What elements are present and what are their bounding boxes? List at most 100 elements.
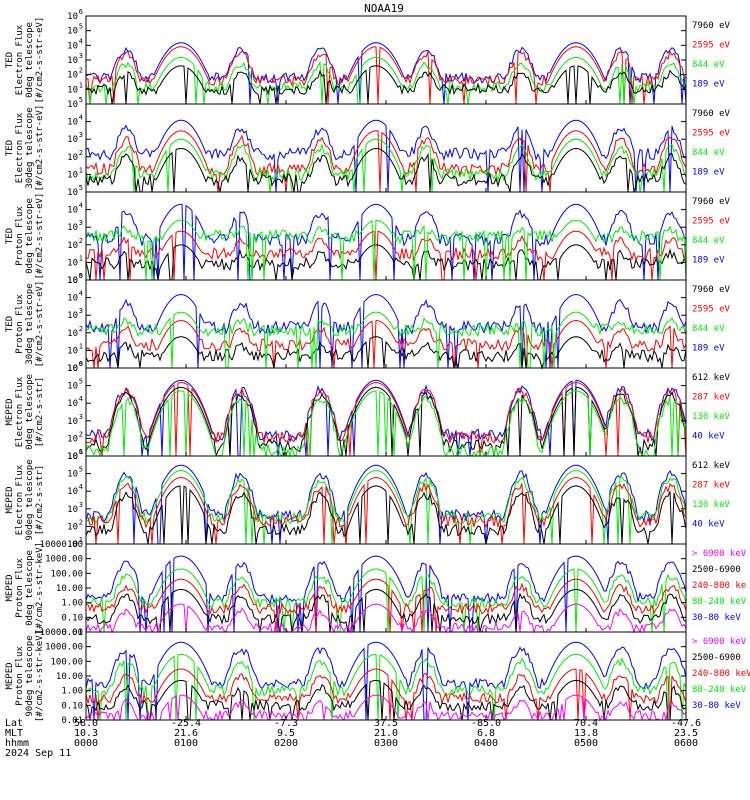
- panel-3-ytick-exp-4: 3: [79, 219, 83, 227]
- panel-3-ytick-label-1: 10: [67, 276, 78, 286]
- panel-3-ylabel-line-3: 0deg telescope: [25, 198, 35, 274]
- panel-2-ylabel-line-2: Electron Flux: [15, 112, 25, 183]
- panel-4-ytick-exp-3: 2: [79, 325, 83, 333]
- panel-6-ytick-label-2: 10: [67, 522, 78, 532]
- panel-3-ytick-label-6: 10: [67, 188, 78, 198]
- panel-3-series-2-red: [85, 230, 687, 281]
- panel-7-legend-1: > 6900 keV: [692, 549, 747, 559]
- panel-7-ylabel-line-2: Proton Flux: [15, 558, 25, 618]
- panel-7-legend-3: 240-800 ke: [692, 581, 746, 591]
- panel-3-series-3-black: [85, 244, 687, 281]
- x-tick-hhmm-4: 0300: [374, 738, 398, 749]
- x-tick-lat-1: 58.0: [74, 718, 98, 729]
- panel-6-ytick-label-6: 10: [67, 452, 78, 462]
- panel-4-ytick-label-4: 10: [67, 311, 78, 321]
- panel-5-ylabel-line-3: 0deg telescope: [25, 374, 35, 450]
- panel-6-ytick-exp-6: 6: [79, 448, 83, 456]
- panel-2-legend-2: 2595 eV: [692, 129, 731, 139]
- panel-4-ytick-exp-6: 5: [79, 272, 83, 280]
- panel-6-ylabel-line-2: Electron Flux: [15, 464, 25, 535]
- panel-7-ytick-label-5: 100.00: [50, 569, 83, 579]
- x-tick-lat-2: -25.4: [171, 718, 201, 729]
- panel-4-ylabel-line-4: [#/cm2-s-str-eV]: [35, 281, 45, 368]
- panel-1-ytick-label-3: 10: [67, 56, 78, 66]
- panel-5-ytick-label-1: 10: [67, 452, 78, 462]
- panel-6-ytick-exp-3: 3: [79, 501, 83, 509]
- panel-3-ytick-exp-5: 4: [79, 202, 83, 210]
- panel-5-ytick-exp-1: 1: [79, 448, 83, 456]
- panel-6-ytick-label-3: 10: [67, 505, 78, 515]
- panel-4-legend-3: 844 eV: [692, 324, 725, 334]
- panel-8: 0.01 0.10 1.00 10.00 100.00 1000.00 10000.00 ME…: [5, 628, 750, 726]
- x-tick-mlt-3: 9.5: [277, 728, 295, 739]
- panel-6-ytick-exp-5: 5: [79, 466, 83, 474]
- panel-8-legend-2: 2500-6900: [692, 653, 741, 663]
- panel-5-series-2-red: [86, 381, 687, 457]
- panel-7-series-3-red: [85, 578, 687, 633]
- panel-4-series-1-blue: [85, 293, 687, 369]
- panel-6-ylabel-line-3: 90deg telescope: [25, 459, 35, 540]
- panel-4-ytick-exp-2: 1: [79, 342, 83, 350]
- panel-4-legend-2: 2595 eV: [692, 305, 731, 315]
- panel-1-legend-4: 189 eV: [692, 80, 725, 90]
- panel-4-ytick-label-6: 10: [67, 276, 78, 286]
- panel-4-series-2-red: [85, 319, 687, 369]
- panel-2-legend-1: 7960 eV: [692, 109, 731, 119]
- panel-6-legend-3: 130 keV: [692, 500, 731, 510]
- panel-4-series-3-black: [85, 336, 687, 370]
- panel-2-ytick-label-2: 10: [67, 153, 78, 163]
- panel-4-ytick-label-1: 10: [67, 364, 78, 374]
- x-tick-mlt-7: 23.5: [674, 728, 698, 739]
- panel-8-series-5-magenta: [85, 694, 687, 722]
- x-tick-lat-5: -85.0: [471, 718, 501, 729]
- panel-7-legend-5: 30-80 keV: [692, 613, 741, 623]
- panel-5-ylabel-line-4: [#/cm2-s-str]: [35, 377, 45, 447]
- panel-5-ytick-label-5: 10: [67, 382, 78, 392]
- panel-6-series-1-blue: [85, 464, 687, 545]
- panel-6-series-2-green: [85, 469, 687, 545]
- panel-2-series-4-black: [85, 147, 687, 193]
- panel-1-ytick-label-2: 10: [67, 71, 78, 81]
- panel-8-legend-4: 80-240 keV: [692, 685, 747, 695]
- panel-1-series-2-red: [85, 46, 687, 105]
- panel-5-ytick-exp-3: 3: [79, 413, 83, 421]
- panel-2-frame: [85, 103, 687, 193]
- panel-6-ytick-label-4: 10: [67, 487, 78, 497]
- panel-1-ytick-exp-2: 2: [79, 67, 83, 75]
- panel-2-ytick-label-1: 10: [67, 170, 78, 180]
- panel-8-series-2-green: [85, 653, 687, 721]
- panel-6-ytick-exp-2: 2: [79, 518, 83, 526]
- panel-5-ytick-label-4: 10: [67, 399, 78, 409]
- chart-title: NOAA19: [364, 2, 404, 15]
- panel-8-ylabel-line-1: MEPED: [5, 662, 15, 689]
- panel-5-ytick-label-6: 10: [67, 364, 78, 374]
- panel-2-series-2-red: [85, 130, 687, 193]
- panel-7-ytick-label-7: 10000.00: [40, 540, 83, 550]
- panel-3-ytick-exp-3: 2: [79, 237, 83, 245]
- panel-8-ytick-label-2: 0.10: [61, 701, 83, 711]
- panel-8-series-4-black: [85, 679, 687, 721]
- x-date-label: 2024 Sep 11: [5, 748, 71, 759]
- x-tick-lat-6: 70.4: [574, 718, 598, 729]
- panel-2-ytick-exp-2: 2: [79, 149, 83, 157]
- panel-5-ytick-exp-5: 5: [79, 378, 83, 386]
- panel-7-series-2-green: [85, 568, 687, 633]
- panel-5-ytick-label-3: 10: [67, 417, 78, 427]
- panel-2-ylabel-line-3: 30deg telescope: [25, 107, 35, 188]
- panel-7-ytick-label-3: 1.00: [61, 599, 83, 609]
- panel-1-ytick-exp-1: 1: [79, 81, 83, 89]
- panel-5-legend-4: 40 keV: [692, 432, 725, 442]
- panel-1-ytick-exp-4: 4: [79, 37, 83, 45]
- panel-2-ytick-exp-3: 3: [79, 131, 83, 139]
- panel-3-ytick-label-2: 10: [67, 258, 78, 268]
- panel-6-ytick-label-1: 10: [67, 540, 78, 550]
- panel-7-series-4-black: [85, 588, 687, 633]
- x-tick-hhmm-5: 0400: [474, 738, 498, 749]
